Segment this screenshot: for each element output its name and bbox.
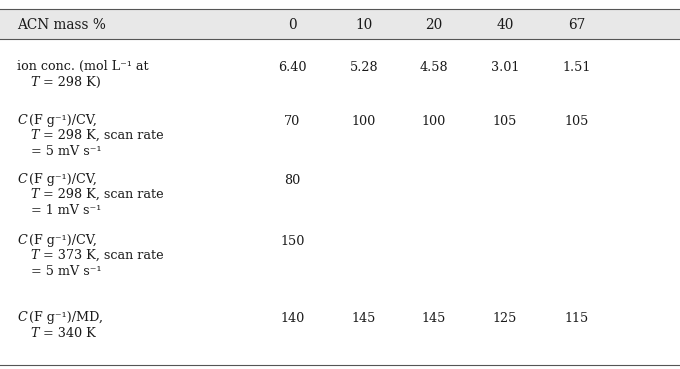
Text: 140: 140 — [280, 312, 305, 325]
Text: 1.51: 1.51 — [562, 61, 590, 75]
Text: = 373 K, scan rate: = 373 K, scan rate — [39, 249, 163, 262]
Text: C: C — [17, 311, 27, 324]
Text: = 298 K, scan rate: = 298 K, scan rate — [39, 129, 163, 142]
Text: ACN mass %: ACN mass % — [17, 18, 106, 32]
Text: 80: 80 — [284, 174, 301, 187]
Text: 4.58: 4.58 — [419, 61, 448, 75]
Text: 67: 67 — [568, 18, 585, 32]
Text: 100: 100 — [352, 115, 376, 128]
Text: (F g⁻¹)/MD,: (F g⁻¹)/MD, — [25, 311, 103, 324]
Text: 0: 0 — [288, 18, 296, 32]
Text: C: C — [17, 114, 27, 127]
Text: T: T — [31, 249, 39, 262]
Text: ion conc. (mol L⁻¹ at: ion conc. (mol L⁻¹ at — [17, 60, 149, 73]
Text: (F g⁻¹)/CV,: (F g⁻¹)/CV, — [25, 234, 97, 246]
Text: 5.28: 5.28 — [350, 61, 378, 75]
Text: 20: 20 — [425, 18, 442, 32]
Text: 115: 115 — [564, 312, 588, 325]
Text: = 5 mV s⁻¹: = 5 mV s⁻¹ — [31, 265, 101, 277]
Text: 70: 70 — [284, 115, 301, 128]
Text: = 5 mV s⁻¹: = 5 mV s⁻¹ — [31, 145, 101, 158]
Text: 145: 145 — [352, 312, 376, 325]
Text: 105: 105 — [564, 115, 588, 128]
Text: = 298 K, scan rate: = 298 K, scan rate — [39, 188, 163, 201]
Text: C: C — [17, 173, 27, 186]
Text: T: T — [31, 129, 39, 142]
Text: 105: 105 — [493, 115, 517, 128]
Text: T: T — [31, 188, 39, 201]
Text: T: T — [31, 327, 39, 339]
Text: (F g⁻¹)/CV,: (F g⁻¹)/CV, — [25, 114, 97, 127]
Bar — [0, 9, 680, 39]
Text: T: T — [31, 76, 39, 89]
Text: 100: 100 — [422, 115, 445, 128]
Text: = 298 K): = 298 K) — [39, 76, 101, 89]
Text: 3.01: 3.01 — [491, 61, 519, 75]
Text: = 340 K: = 340 K — [39, 327, 95, 339]
Text: 150: 150 — [280, 235, 305, 248]
Text: 125: 125 — [493, 312, 517, 325]
Text: 145: 145 — [422, 312, 445, 325]
Text: (F g⁻¹)/CV,: (F g⁻¹)/CV, — [25, 173, 97, 186]
Text: 10: 10 — [355, 18, 373, 32]
Text: 40: 40 — [496, 18, 513, 32]
Text: = 1 mV s⁻¹: = 1 mV s⁻¹ — [31, 204, 101, 217]
Text: C: C — [17, 234, 27, 246]
Text: 6.40: 6.40 — [278, 61, 307, 75]
